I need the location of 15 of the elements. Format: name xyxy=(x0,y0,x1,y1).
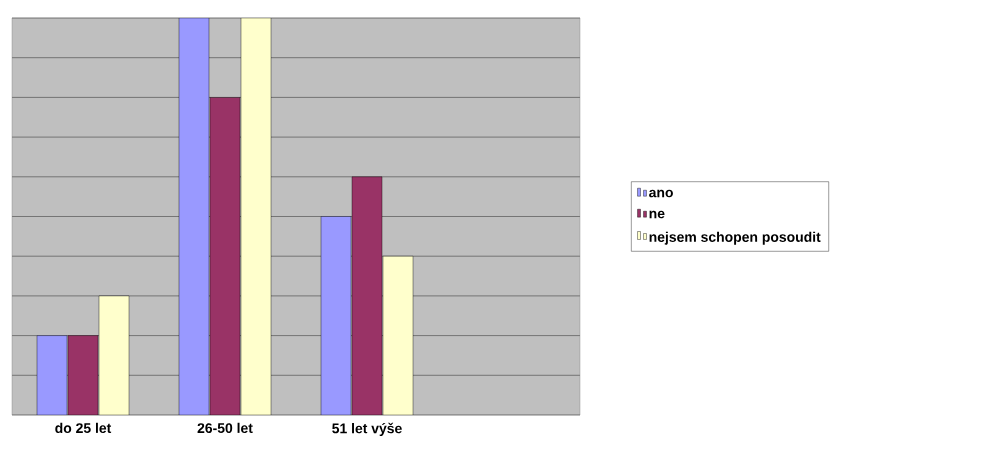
bar xyxy=(351,176,383,415)
legend-label: ne xyxy=(649,210,665,219)
legend-label: nejsem schopen posoudit xyxy=(649,231,821,245)
x-tick-label: 26-50 let xyxy=(197,422,253,434)
bar xyxy=(209,97,241,415)
x-tick-label: 51 let výše xyxy=(332,422,402,437)
bar xyxy=(320,216,352,415)
bar xyxy=(382,256,414,415)
bar xyxy=(98,295,130,415)
bar xyxy=(36,335,68,415)
bar xyxy=(67,335,99,415)
bar xyxy=(178,18,210,415)
bar xyxy=(240,18,272,415)
legend-label: ano xyxy=(649,189,673,198)
x-tick-label: do 25 let xyxy=(55,422,112,434)
